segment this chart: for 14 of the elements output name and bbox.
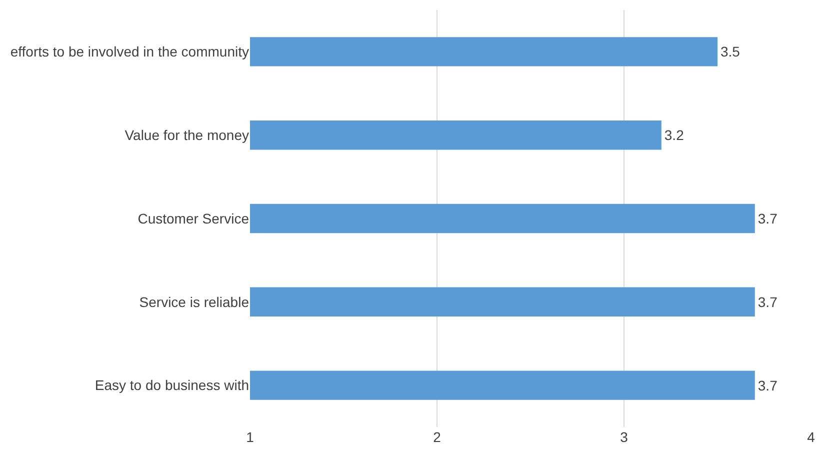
y-tick-label: Customer Service	[138, 210, 250, 226]
data-label: 3.2	[664, 127, 684, 144]
data-label: 3.7	[758, 377, 778, 394]
y-tick-label: efforts to be involved in the community	[10, 44, 249, 60]
y-tick-label: Service is reliable	[139, 294, 250, 310]
x-tick-label: 3	[620, 429, 628, 445]
data-label: 3.7	[758, 210, 778, 227]
x-tick-label: 2	[433, 429, 442, 445]
y-tick-label: Value for the money	[124, 127, 249, 143]
y-tick-label: Easy to do business with	[94, 377, 249, 394]
x-tick-label: 4	[807, 429, 816, 445]
data-label: 3.7	[758, 294, 778, 310]
data-label: 3.5	[720, 44, 740, 60]
x-tick-label: 1	[246, 429, 254, 445]
